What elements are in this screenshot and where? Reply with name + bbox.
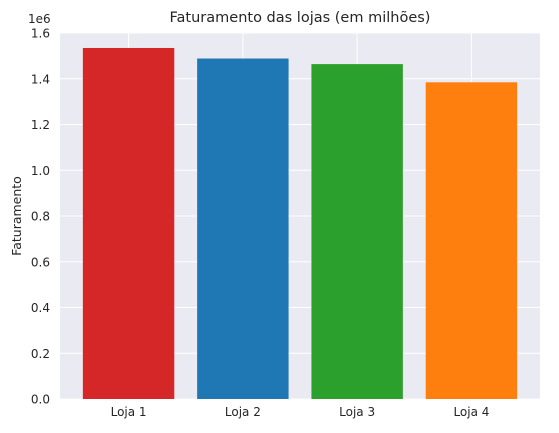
- y-tick-label: 0.4: [31, 301, 50, 315]
- x-tick-label: Loja 2: [225, 405, 261, 419]
- bars: [82, 47, 518, 400]
- y-axis-label: Faturamento: [9, 176, 24, 256]
- bar-loja-2: [197, 58, 289, 400]
- x-tick-labels: Loja 1 Loja 2 Loja 3 Loja 4: [111, 405, 490, 419]
- chart-title: Faturamento das lojas (em milhões): [170, 10, 431, 26]
- y-tick-label: 1.6: [31, 27, 50, 41]
- x-tick-label: Loja 1: [111, 405, 147, 419]
- x-tick-label: Loja 3: [339, 405, 375, 419]
- y-tick-label: 0.6: [31, 255, 50, 269]
- x-tick-label: Loja 4: [453, 405, 489, 419]
- y-axis-offset-label: 1e6: [28, 12, 51, 26]
- y-tick-label: 0.8: [31, 210, 50, 224]
- y-tick-label: 1.0: [31, 164, 50, 178]
- y-tick-label: 1.2: [31, 118, 50, 132]
- y-tick-label: 0.2: [31, 347, 50, 361]
- y-tick-label: 1.4: [31, 72, 50, 86]
- bar-loja-4: [425, 82, 518, 400]
- y-tick-label: 0.0: [31, 393, 50, 407]
- y-tick-labels: 0.0 0.2 0.4 0.6 0.8 1.0 1.2 1.4 1.6: [31, 27, 50, 407]
- bar-loja-1: [82, 47, 175, 399]
- bar-loja-3: [311, 64, 403, 399]
